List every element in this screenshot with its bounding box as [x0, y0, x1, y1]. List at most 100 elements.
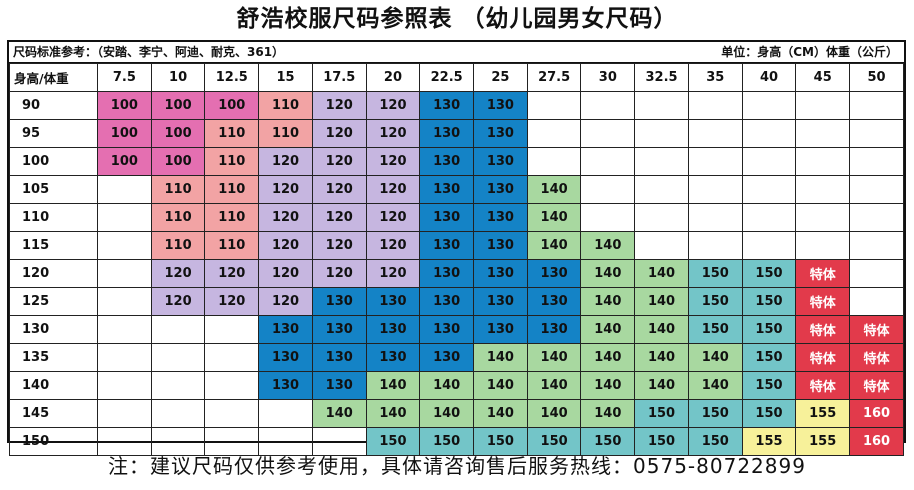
height-label: 140: [9, 371, 98, 400]
size-cell: 120: [258, 147, 313, 176]
size-cell: 140: [311, 399, 367, 428]
size-cell: 130: [258, 343, 313, 372]
size-cell: 160: [849, 399, 904, 428]
size-cell: 110: [204, 203, 260, 232]
size-cell: 120: [204, 259, 260, 288]
size-cell: 100: [97, 119, 152, 148]
size-cell: [97, 259, 152, 288]
size-cell: 140: [580, 231, 636, 260]
size-cell: [97, 231, 152, 260]
size-cell: [204, 371, 260, 400]
size-cell: 120: [258, 231, 313, 260]
size-cell: [741, 147, 797, 176]
weight-header-cell: 22.5: [419, 63, 475, 92]
size-cell: [795, 147, 851, 176]
size-cell: 120: [311, 231, 367, 260]
size-cell: 130: [311, 287, 367, 316]
size-cell: [741, 175, 797, 204]
size-cell: 140: [580, 343, 636, 372]
size-cell: [204, 399, 260, 428]
size-cell: 150: [473, 427, 528, 456]
table-row: 150 150 150 150 150 150 150 150 155 155 160: [9, 427, 904, 456]
weight-header-cell: 45: [795, 63, 851, 92]
size-cell: 特体: [795, 371, 851, 400]
size-cell: [849, 91, 904, 120]
size-cell: [849, 231, 904, 260]
size-cell: [97, 371, 152, 400]
weight-header-cell: 20: [365, 63, 421, 92]
size-cell: [580, 147, 636, 176]
size-cell: 130: [419, 287, 475, 316]
size-cell: [97, 287, 152, 316]
weight-header-cell: 10: [150, 63, 206, 92]
size-cell: 130: [419, 175, 475, 204]
size-cell: 130: [258, 315, 313, 344]
size-cell: 150: [741, 343, 797, 372]
size-cell: 150: [526, 427, 582, 456]
size-cell: 140: [634, 343, 689, 372]
weight-header-cell: 25: [473, 63, 528, 92]
size-cell: 120: [258, 259, 313, 288]
size-cell: [741, 91, 797, 120]
size-chart: 尺码标准参考：（安踏、李宁、阿迪、耐克、361） 单位：身高（CM）体重（公斤）…: [7, 40, 906, 456]
size-cell: 120: [311, 91, 367, 120]
size-cell: 100: [97, 91, 152, 120]
size-cell: 140: [365, 399, 421, 428]
table-row: 105 110 110 120 120 120 130 130 140: [9, 175, 904, 204]
size-cell: [849, 287, 904, 316]
size-cell: [849, 175, 904, 204]
size-cell: 110: [258, 91, 313, 120]
size-cell: 140: [473, 371, 528, 400]
size-cell: [526, 119, 582, 148]
height-label: 105: [9, 175, 98, 204]
weight-header-cell: 7.5: [97, 63, 152, 92]
size-cell: 120: [258, 203, 313, 232]
size-cell: 150: [687, 427, 743, 456]
size-cell: [795, 119, 851, 148]
size-cell: 140: [526, 203, 582, 232]
weight-header-cell: 12.5: [204, 63, 260, 92]
size-cell: 120: [204, 287, 260, 316]
chart-meta-bar: 尺码标准参考：（安踏、李宁、阿迪、耐克、361） 单位：身高（CM）体重（公斤）: [9, 42, 904, 63]
size-cell: 140: [634, 287, 689, 316]
size-cell: 110: [150, 203, 206, 232]
size-cell: [741, 231, 797, 260]
size-cell: 130: [419, 231, 475, 260]
size-cell: [526, 91, 582, 120]
size-cell: [634, 147, 689, 176]
size-cell: 120: [365, 203, 421, 232]
size-cell: 120: [365, 119, 421, 148]
size-cell: 100: [97, 147, 152, 176]
page-title: 舒浩校服尺码参照表 （幼儿园男女尺码）: [236, 6, 678, 32]
table-row: 125 120 120 120 130 130 130 130 130 140 140 150 150 特…: [9, 287, 904, 316]
size-cell: [687, 91, 743, 120]
size-cell: [795, 91, 851, 120]
size-cell: 130: [473, 315, 528, 344]
size-cell: [634, 203, 689, 232]
size-cell: [580, 203, 636, 232]
size-cell: [849, 259, 904, 288]
size-cell: [580, 175, 636, 204]
size-cell: 特体: [795, 259, 851, 288]
size-cell: 130: [473, 231, 528, 260]
size-cell: 140: [580, 399, 636, 428]
size-cell: 150: [741, 259, 797, 288]
weight-header-cell: 50: [849, 63, 904, 92]
height-label: 145: [9, 399, 98, 428]
size-cell: 特体: [849, 315, 904, 344]
size-cell: 130: [419, 259, 475, 288]
size-cell: 120: [258, 287, 313, 316]
size-cell: [741, 203, 797, 232]
size-cell: 140: [580, 259, 636, 288]
size-cell: 150: [741, 399, 797, 428]
table-row: 90 100 100 100 110 120 120 130 130: [9, 91, 904, 120]
size-cell: 130: [419, 147, 475, 176]
size-cell: [258, 427, 313, 456]
size-cell: 140: [687, 371, 743, 400]
size-cell: 130: [365, 315, 421, 344]
size-table: 身高/体重 7.5 10 12.5 15 17.5 20 22.5 25 27.5 30 32.5 3…: [9, 63, 904, 456]
weight-header-cell: 30: [580, 63, 636, 92]
size-cell: [795, 175, 851, 204]
size-cell: 130: [365, 343, 421, 372]
size-cell: 120: [365, 231, 421, 260]
